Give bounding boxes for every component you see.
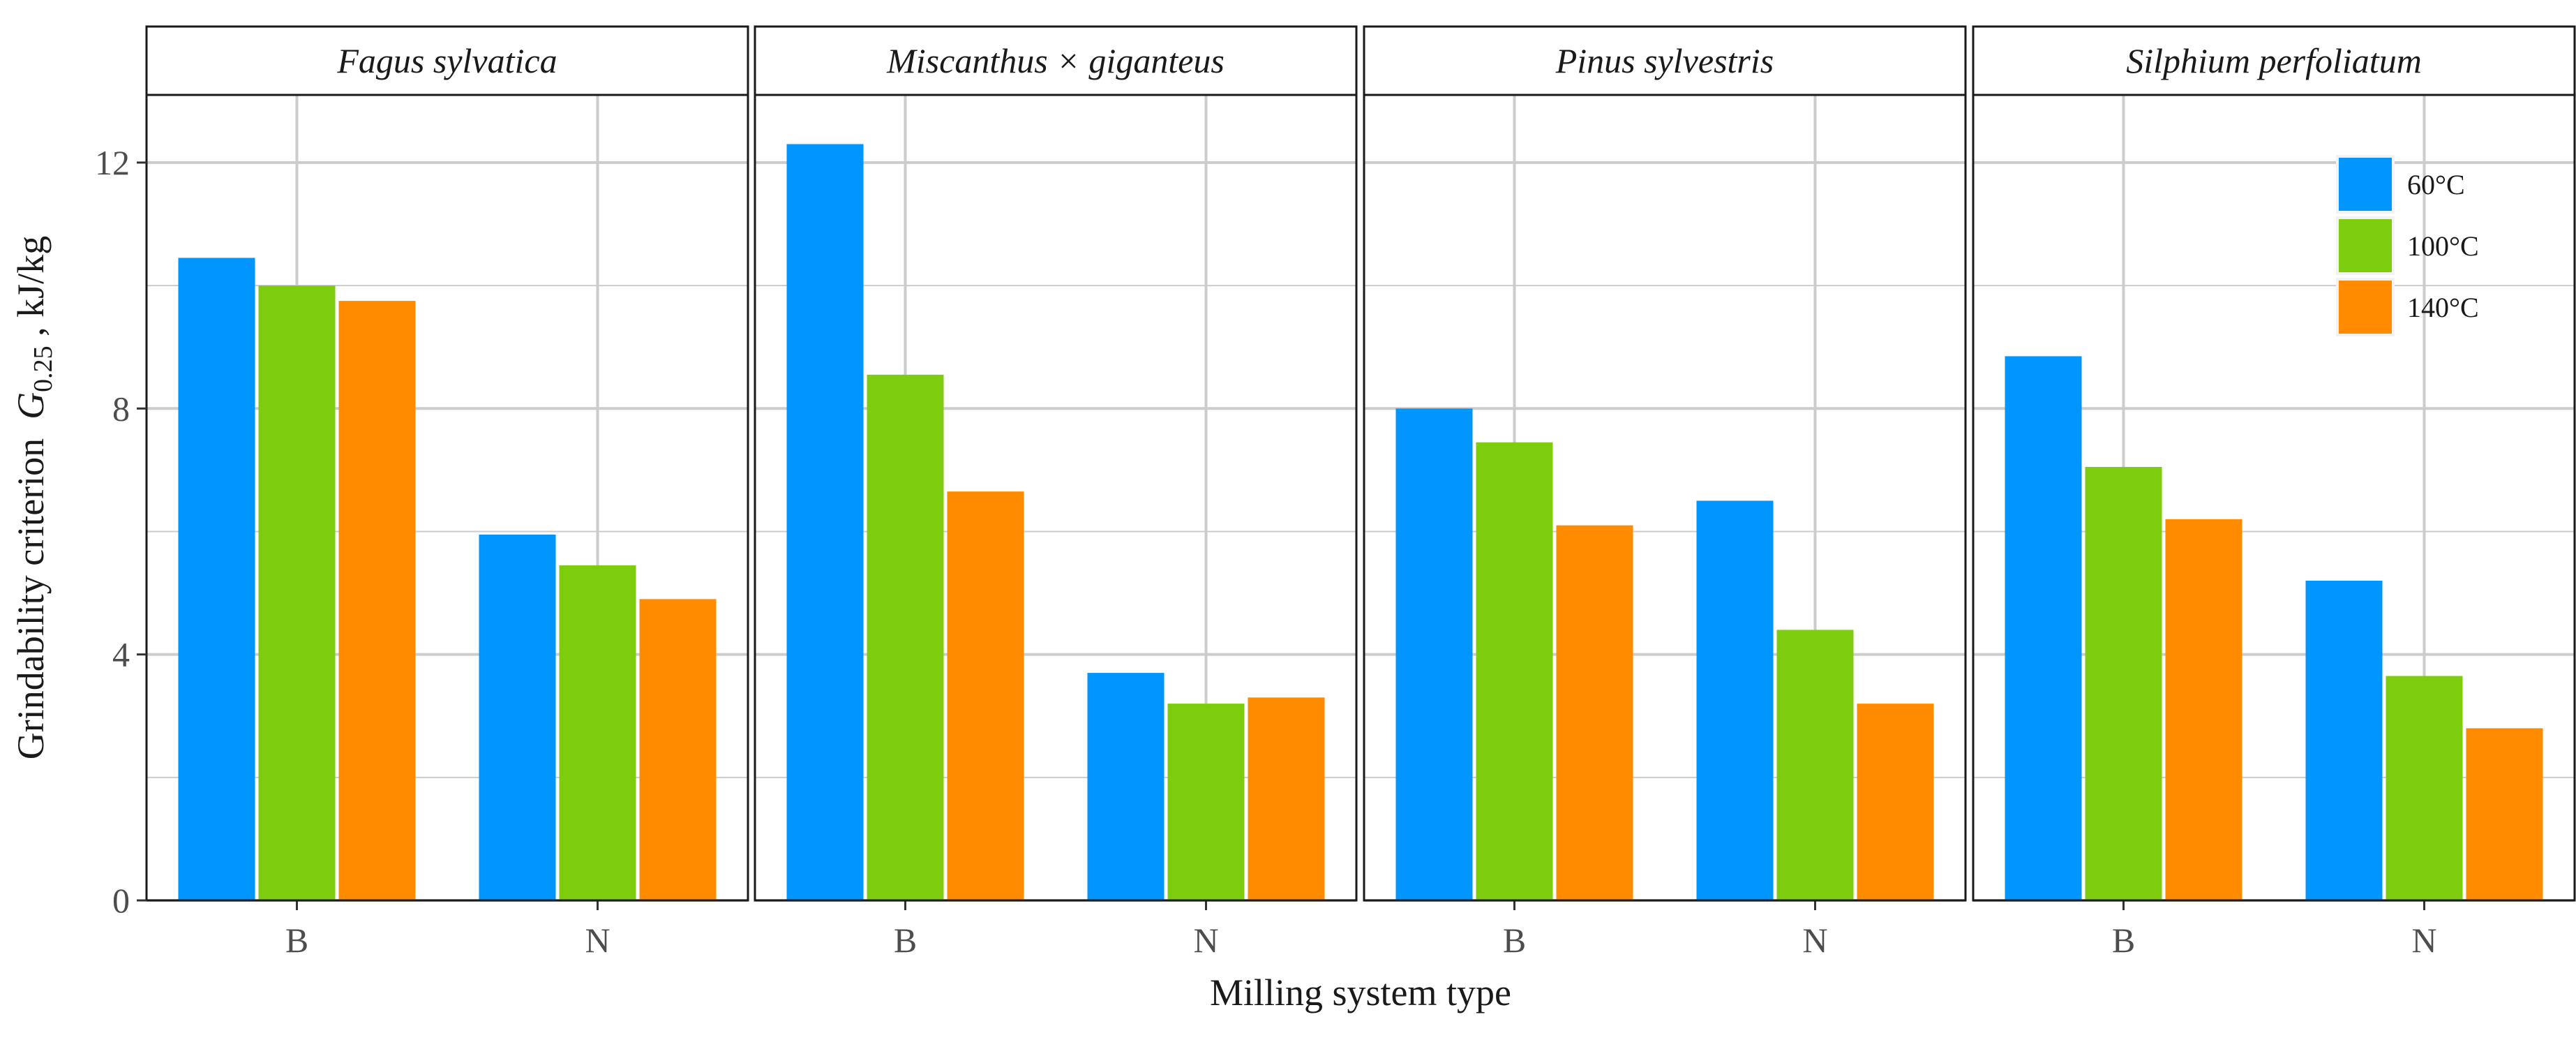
bar: [338, 301, 416, 900]
bar: [559, 565, 636, 900]
y-axis-title-symbol: G: [10, 392, 52, 419]
facet-strip: [754, 25, 1358, 96]
x-tick-label: N: [2411, 921, 2436, 960]
y-axis-title-unit: , kJ/kg: [10, 236, 52, 346]
y-tick-label: 4: [112, 635, 130, 674]
bar: [2165, 519, 2242, 900]
x-tick-label: B: [285, 921, 308, 960]
y-axis-title-text: Grindability criterion: [10, 419, 52, 759]
facet-panel: Miscanthus × giganteus B N: [754, 25, 1358, 960]
bar: [867, 374, 944, 900]
y-tick-label: 0: [112, 881, 130, 920]
bar: [2386, 676, 2463, 900]
facet-title: Pinus sylvestris: [1555, 41, 1774, 80]
x-tick-label: N: [585, 921, 610, 960]
bar: [786, 144, 864, 901]
bar: [1556, 525, 1633, 900]
legend-label: 140°C: [2407, 292, 2479, 323]
facet-title: Silphium perfoliatum: [2126, 41, 2422, 80]
bar: [178, 258, 255, 900]
bar: [2085, 466, 2162, 900]
facet-panel: Silphium perfoliatum B N: [1972, 25, 2576, 960]
bar: [1857, 704, 1934, 900]
bar: [2005, 356, 2082, 901]
bar: [947, 491, 1024, 900]
facet-title: Fagus sylvatica: [336, 41, 557, 80]
facet-strip: [1972, 25, 2576, 96]
bar: [1167, 704, 1245, 900]
panel-border: [1363, 94, 1967, 902]
legend-key: [2339, 158, 2392, 211]
bar: [1395, 408, 1473, 900]
x-tick-label: B: [2112, 921, 2135, 960]
panel-border: [1972, 94, 2576, 902]
panel-border: [754, 94, 1358, 902]
facet-panel: Pinus sylvestris B N: [1363, 25, 1967, 960]
bar: [1248, 697, 1325, 900]
y-axis-title-subscript: 0.25: [29, 346, 58, 392]
facet-title: Miscanthus × giganteus: [886, 41, 1225, 80]
facet-strip: [1363, 25, 1967, 96]
bar: [2466, 728, 2543, 900]
bar: [639, 599, 717, 900]
bar: [258, 285, 336, 900]
x-axis-title: Milling system type: [1210, 972, 1511, 1013]
x-tick-label: N: [1802, 921, 1827, 960]
legend: 60°C 100°C 140°C: [2336, 155, 2479, 336]
legend-label: 100°C: [2407, 230, 2479, 262]
panel-border: [145, 94, 749, 902]
facet-strip: [145, 25, 749, 96]
bar: [2305, 580, 2383, 900]
legend-label: 60°C: [2407, 169, 2465, 200]
x-tick-label: N: [1193, 921, 1218, 960]
x-tick-label: B: [894, 921, 917, 960]
bar: [1776, 630, 1854, 900]
y-tick-label: 12: [95, 143, 130, 182]
bar: [479, 534, 556, 900]
x-tick-label: B: [1503, 921, 1526, 960]
y-axis-title: Grindability criterion G0.25 , kJ/kg: [10, 236, 58, 759]
legend-key: [2339, 281, 2392, 334]
facet-panel: Fagus sylvatica B N: [145, 25, 749, 960]
bar: [1087, 673, 1165, 900]
y-tick-label: 8: [112, 389, 130, 428]
bar: [1476, 442, 1553, 900]
bar: [1696, 500, 1774, 900]
legend-key: [2339, 219, 2392, 272]
